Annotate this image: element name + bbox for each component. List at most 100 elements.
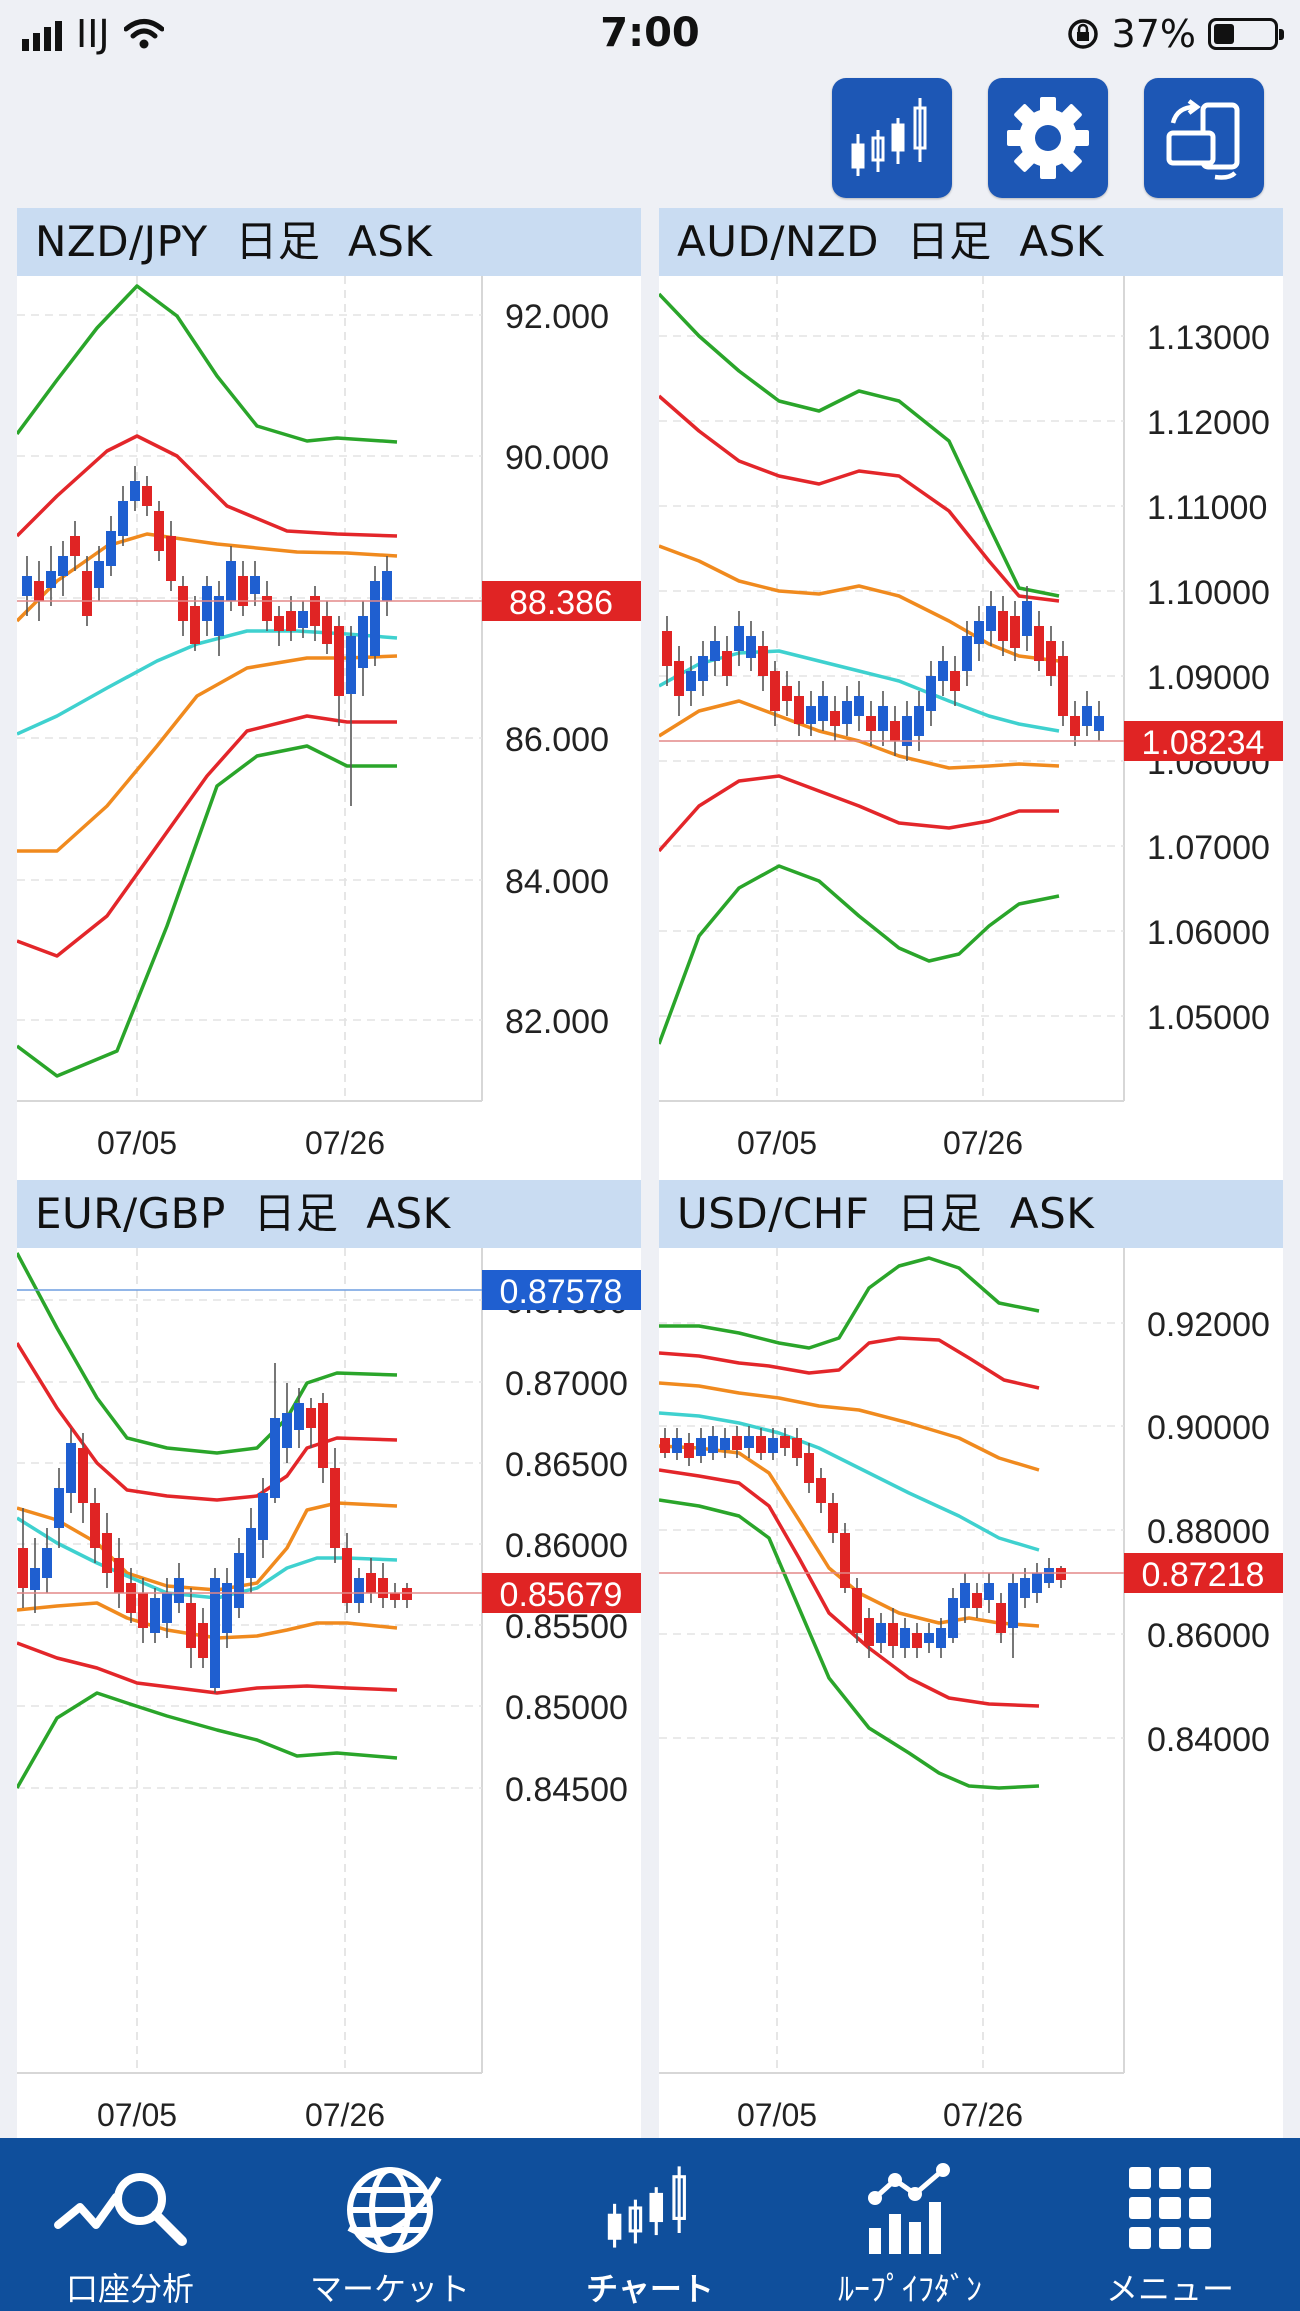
rotate-device-button[interactable] — [1144, 78, 1264, 198]
y-tick-label: 0.88000 — [1147, 1513, 1270, 1551]
bearish-candle — [972, 1593, 982, 1608]
chart-plot[interactable]: 0.92000 0.90000 0.88000 0.86000 0.84000 07/05… — [659, 1248, 1283, 2152]
bearish-candle — [286, 611, 296, 631]
bullish-candle — [270, 1418, 280, 1498]
bearish-candle — [154, 511, 164, 551]
bearish-candle — [662, 631, 672, 666]
bearish-candle — [126, 1583, 136, 1613]
bullish-candle — [914, 706, 924, 736]
tab-market[interactable]: マーケット — [260, 2138, 520, 2311]
upper-band-3-line — [17, 1252, 398, 1455]
upper-price-tag-bg — [482, 1270, 641, 1310]
y-tick-label: 0.86500 — [505, 1446, 628, 1484]
bullish-candle — [734, 626, 744, 651]
chart-panel-audnzd[interactable]: AUD/NZD 日足 ASK 1.13000 1.12000 1.11000 1.10… — [659, 208, 1283, 1180]
bearish-candle — [888, 1623, 898, 1646]
bearish-candle — [310, 596, 320, 626]
bearish-candle — [342, 1548, 352, 1603]
chart-panel-usdchf[interactable]: USD/CHF 日足 ASK 0.92000 0.90000 0.88000 0.86… — [659, 1180, 1283, 2152]
y-tick-label: 0.84000 — [1147, 1721, 1270, 1759]
account-analysis-icon — [54, 2173, 187, 2246]
bullish-candle — [936, 1628, 946, 1648]
bearish-candle — [684, 1443, 694, 1458]
bearish-candle — [334, 626, 344, 696]
tab-menu[interactable]: メニュー — [1040, 2138, 1300, 2311]
bearish-candle — [792, 1438, 802, 1458]
chart-panel-nzdjpy[interactable]: NZD/JPY 日足 ASK 92.00090.00088.00086.0008… — [17, 208, 641, 1180]
bearish-candle — [890, 721, 900, 741]
moving-average-line — [659, 1411, 1040, 1552]
current-price-tag-bg — [482, 581, 641, 621]
settings-button[interactable] — [988, 78, 1108, 198]
current-price-tag: 0.85679 — [500, 1576, 623, 1614]
bullish-candle — [58, 556, 68, 576]
bullish-candle — [806, 706, 816, 724]
bearish-candle — [998, 611, 1008, 641]
menu-grid-icon — [1129, 2167, 1211, 2249]
bearish-candle — [866, 716, 876, 731]
bullish-candle — [986, 606, 996, 631]
y-tick-label: 1.12000 — [1147, 404, 1270, 442]
bullish-candle — [710, 641, 720, 661]
bearish-candle — [804, 1453, 814, 1483]
bearish-candle — [1070, 716, 1080, 736]
x-tick-label: 07/26 — [305, 1125, 385, 1161]
signal-icon — [22, 17, 62, 51]
bullish-candle — [354, 1578, 364, 1603]
bearish-candle — [830, 711, 840, 726]
bearish-candle — [322, 616, 332, 644]
bearish-candle — [852, 1588, 862, 1633]
x-tick-label: 07/05 — [737, 1125, 817, 1161]
bearish-candle — [90, 1503, 100, 1548]
bearish-candle — [722, 651, 732, 676]
bullish-candle — [258, 1493, 268, 1540]
chart-plot[interactable]: 1.130001.120001.110001.100001.090001.080… — [659, 276, 1283, 1180]
chart-panel-eurgbp[interactable]: EUR/GBP 日足 ASK 0.875000.870000.865000.86… — [17, 1180, 641, 2152]
bearish-candle — [70, 536, 80, 556]
bearish-candle — [756, 1436, 766, 1453]
bearish-candle — [950, 671, 960, 691]
bearish-candle — [34, 581, 44, 601]
current-price-tag: 88.386 — [509, 584, 613, 622]
bullish-candle — [222, 1583, 232, 1633]
bullish-candle — [746, 636, 756, 658]
bottom-tab-bar: 口座分析 マーケット — [0, 2138, 1300, 2311]
bullish-candle — [1008, 1583, 1018, 1628]
bullish-candle — [1020, 1578, 1030, 1598]
upper-band-2-line — [659, 1336, 1040, 1390]
lower-band-3-line — [17, 1691, 398, 1789]
chart-type-button[interactable] — [832, 78, 952, 198]
current-price-tag: 0.87218 — [1142, 1556, 1265, 1594]
bearish-candle — [318, 1403, 328, 1468]
chart-plot[interactable]: 92.00090.00088.00086.00084.00082.00007/0… — [17, 276, 641, 1180]
y-tick-label: 86.000 — [505, 721, 609, 759]
tab-label: メニュー — [1105, 2270, 1234, 2308]
bearish-candle — [82, 571, 92, 616]
tab-account-analysis[interactable]: 口座分析 — [0, 2138, 260, 2311]
bearish-candle — [912, 1633, 922, 1648]
chart-plot[interactable]: 0.875000.870000.865000.860000.855000.850… — [17, 1248, 641, 2152]
lower-band-1-line — [17, 654, 398, 853]
bullish-candle — [948, 1598, 958, 1638]
y-tick-label: 84.000 — [505, 863, 609, 901]
bearish-candle — [1034, 626, 1044, 661]
y-tick-label: 90.000 — [505, 439, 609, 477]
bullish-candle — [234, 1553, 244, 1608]
tab-chart[interactable]: チャート — [520, 2138, 780, 2311]
bearish-candle — [274, 616, 284, 631]
y-tick-label: 82.000 — [505, 1003, 609, 1041]
bearish-candle — [198, 1623, 208, 1658]
bullish-candle — [938, 661, 948, 681]
tab-label: ﾙｰﾌﾟｲﾌﾀﾞﾝ — [837, 2270, 982, 2308]
bullish-candle — [210, 1578, 220, 1688]
y-tick-label: 0.84500 — [505, 1771, 628, 1809]
bullish-candle — [768, 1438, 778, 1453]
bullish-candle — [974, 621, 984, 644]
tab-loop-ifdone[interactable]: ﾙｰﾌﾟｲﾌﾀﾞﾝ — [780, 2138, 1040, 2311]
y-tick-label: 1.13000 — [1147, 319, 1270, 357]
bullish-candle — [162, 1593, 172, 1623]
bullish-candle — [926, 676, 936, 711]
upper-band-3-line — [659, 1256, 1040, 1350]
bullish-candle — [1094, 716, 1104, 731]
bullish-candle — [962, 636, 972, 671]
